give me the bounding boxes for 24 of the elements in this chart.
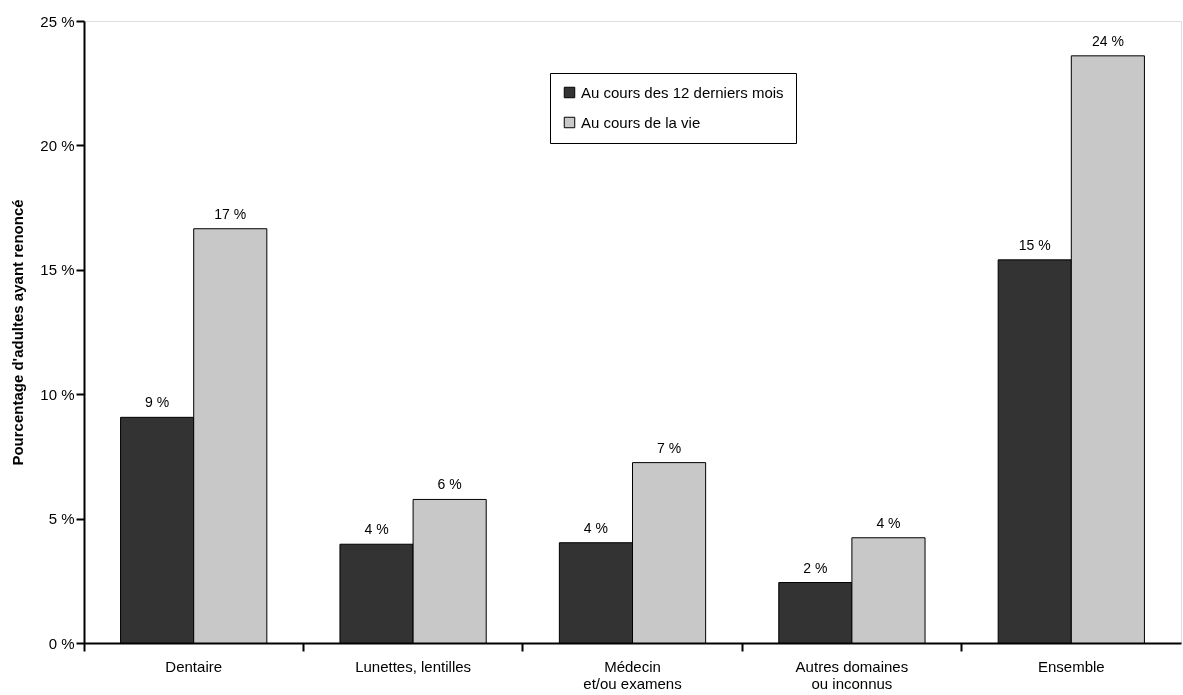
- y-tick-label: 5 %: [48, 510, 75, 528]
- data-label: 9 %: [145, 394, 170, 411]
- data-label: 7 %: [657, 439, 682, 456]
- y-tick-label: 10 %: [40, 385, 75, 403]
- x-tick-label: Médecin et/ou examens: [583, 657, 682, 692]
- data-label: 17 %: [214, 205, 247, 222]
- data-label: 15 %: [1018, 236, 1051, 253]
- y-tick-label: 15 %: [40, 261, 75, 279]
- y-tick-label: 20 %: [40, 136, 75, 154]
- data-label: 4 %: [583, 519, 608, 536]
- x-tick-label: Lunettes, lentilles: [355, 657, 472, 675]
- x-tick-label: Dentaire: [165, 657, 223, 675]
- data-label: 4 %: [364, 521, 389, 538]
- data-label: 4 %: [876, 514, 901, 531]
- data-label: 2 %: [803, 559, 828, 576]
- data-label: 6 %: [437, 476, 462, 493]
- data-label: 24 %: [1091, 32, 1124, 49]
- y-tick-label: 25 %: [40, 12, 75, 30]
- y-axis-title: Pourcentage d'adultes ayant renoncé: [9, 199, 27, 466]
- x-tick-label: Ensemble: [1037, 657, 1105, 675]
- legend-label: Au cours des 12 derniers mois: [581, 83, 784, 101]
- x-tick-label: Autres domaines ou inconnus: [795, 657, 909, 692]
- legend-label: Au cours de la vie: [581, 113, 701, 131]
- y-tick-label: 0 %: [48, 634, 75, 652]
